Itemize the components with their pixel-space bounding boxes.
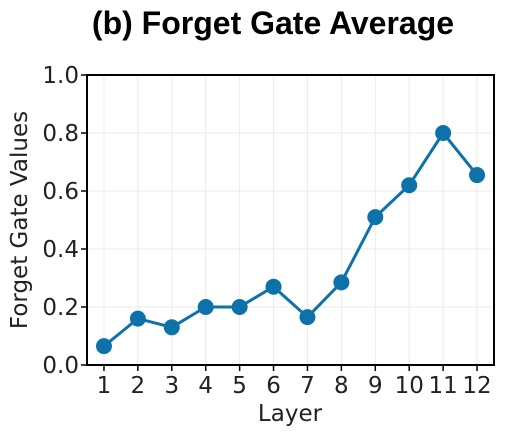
data-point (265, 278, 282, 295)
x-tick-label: 9 (368, 373, 383, 399)
data-point (401, 177, 418, 194)
axis-ticks (81, 74, 478, 371)
chart-title: (b) Forget Gate Average (92, 5, 454, 41)
data-point (299, 309, 316, 326)
x-tick-label: 6 (266, 373, 281, 399)
x-tick-label: 12 (462, 373, 491, 399)
data-point (129, 310, 146, 327)
data-point (333, 274, 350, 291)
x-tick-label: 10 (395, 373, 424, 399)
x-tick-label: 8 (334, 373, 349, 399)
data-point (197, 299, 214, 315)
x-tick-label: 4 (198, 373, 213, 399)
data-point (95, 338, 112, 355)
data-point (435, 125, 452, 141)
y-tick-label: 0.8 (42, 121, 79, 147)
series-line (102, 131, 479, 348)
data-point (367, 209, 384, 226)
y-tick-label: 0.2 (42, 295, 79, 321)
y-axis-label: Forget Gate Values (7, 111, 33, 329)
x-tick-labels: 1 2 3 4 5 6 7 8 9 10 11 12 (97, 373, 492, 399)
y-tick-label: 1.0 (42, 63, 79, 89)
data-point (231, 299, 248, 315)
x-tick-label: 3 (164, 373, 179, 399)
series-layer (95, 125, 486, 355)
x-tick-label: 11 (428, 373, 457, 399)
x-tick-label: 2 (131, 373, 146, 399)
x-tick-label: 5 (232, 373, 247, 399)
data-point (469, 167, 486, 184)
plot-frame (86, 74, 495, 366)
y-tick-labels: 0.0 0.2 0.4 0.6 0.8 1.0 (42, 63, 79, 379)
x-tick-label: 1 (97, 373, 112, 399)
y-tick-label: 0.6 (42, 179, 79, 205)
x-tick-label: 7 (300, 373, 315, 399)
x-axis-label: Layer (258, 401, 323, 427)
y-tick-label: 0.4 (42, 237, 79, 263)
y-tick-label: 0.0 (42, 353, 79, 379)
data-point (163, 319, 180, 336)
